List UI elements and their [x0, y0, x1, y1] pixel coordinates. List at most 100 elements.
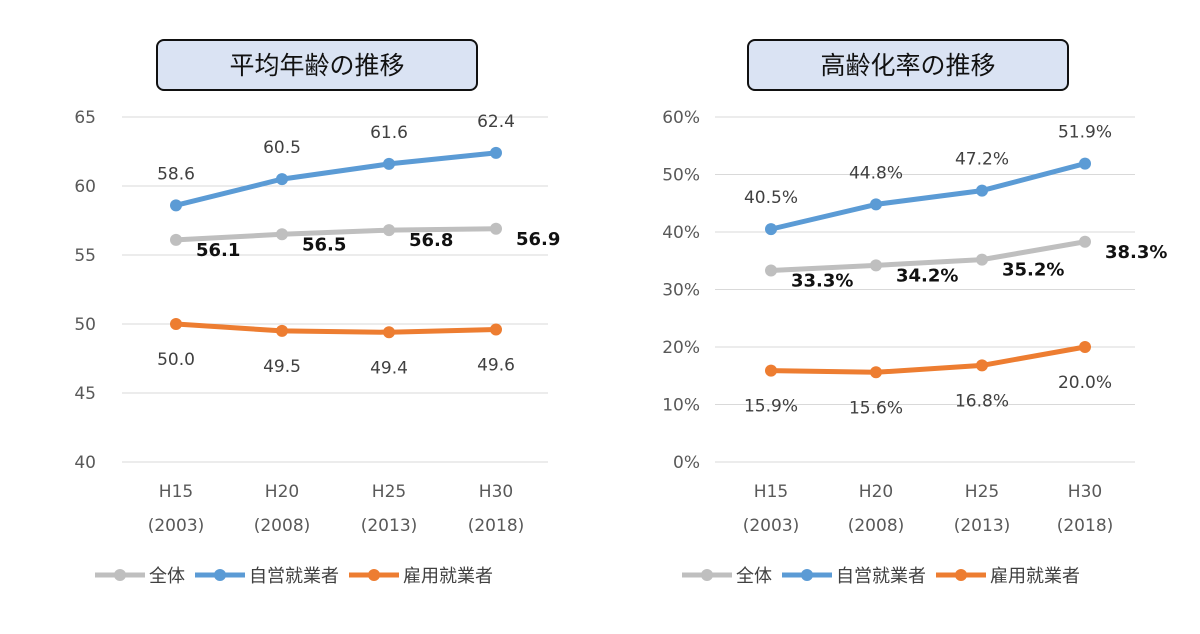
data-point [490, 222, 502, 235]
data-point [765, 264, 777, 277]
legend-marker [801, 569, 813, 581]
legend-label: 全体 [149, 566, 185, 587]
data-label: 35.2% [1002, 260, 1064, 281]
legend-marker [955, 569, 967, 581]
y-tick-label: 30% [662, 281, 700, 301]
legend: 全体 自営就業者 雇用就業者 [682, 566, 1080, 587]
data-point [383, 326, 395, 339]
data-point [170, 318, 182, 330]
data-label: 34.2% [896, 265, 958, 286]
chart-title-box: 平均年齢の推移 [156, 39, 478, 91]
data-label: 49.4 [370, 358, 408, 378]
series-2: 58.6 60.5 61.6 62.4 [157, 112, 515, 212]
data-point [976, 359, 988, 372]
data-label: 47.2% [955, 150, 1009, 170]
data-label: 15.6% [849, 398, 903, 418]
series-line [175, 150, 497, 208]
data-point [1079, 157, 1091, 170]
series-line [175, 226, 497, 243]
data-label: 50.0 [157, 350, 195, 370]
x-tick-label: H15 [754, 482, 788, 502]
data-label: 62.4 [477, 112, 515, 132]
data-label: 56.5 [302, 234, 346, 255]
legend-label: 雇用就業者 [990, 566, 1080, 587]
legend-label: 自営就業者 [836, 566, 926, 587]
data-label: 16.8% [955, 391, 1009, 411]
legend-item: 全体 [682, 566, 772, 587]
series-3: 15.9% 15.6% 16.8% 20.0% [744, 341, 1112, 418]
legend-label: 自営就業者 [249, 566, 339, 587]
y-tick-label: 40 [74, 453, 96, 473]
y-tick-label: 60 [74, 177, 96, 197]
x-tick-label: H30 [479, 482, 513, 502]
series-line [175, 321, 497, 335]
series-2: 40.5% 44.8% 47.2% 51.9% [744, 123, 1112, 236]
series-line [770, 161, 1086, 232]
y-tick-label: 0% [673, 453, 700, 473]
x-tick-sublabel: (2013) [361, 516, 418, 536]
legend-marker [701, 569, 713, 581]
chart-title: 平均年齢の推移 [229, 51, 404, 80]
data-point [490, 146, 502, 159]
y-tick-label: 55 [74, 246, 96, 266]
series-1: 56.1 56.5 56.8 56.9 [170, 222, 560, 261]
data-label: 33.3% [791, 271, 853, 292]
title-box-frame [156, 39, 478, 91]
x-tick-sublabel: (2008) [848, 516, 905, 536]
legend-marker [368, 569, 380, 581]
series-line [770, 344, 1086, 375]
data-label: 60.5 [263, 138, 301, 158]
y-tick-label: 50 [74, 315, 96, 335]
data-label: 40.5% [744, 188, 798, 208]
y-tick-label: 45 [74, 384, 96, 404]
legend-item: 自営就業者 [782, 566, 926, 587]
data-label: 51.9% [1058, 123, 1112, 143]
data-label: 38.3% [1105, 242, 1167, 263]
legend: 全体 自営就業者 雇用就業者 [95, 566, 493, 587]
y-tick-label: 60% [662, 108, 700, 128]
x-tick-label: H25 [372, 482, 406, 502]
x-tick-sublabel: (2013) [954, 516, 1011, 536]
data-point [276, 173, 288, 186]
data-label: 49.6 [477, 356, 515, 376]
x-tick-label: H25 [965, 482, 999, 502]
series-3: 50.0 49.5 49.4 49.6 [157, 318, 515, 378]
legend-label: 雇用就業者 [403, 566, 493, 587]
data-label: 58.6 [157, 164, 195, 184]
data-point [170, 199, 182, 212]
legend-item: 雇用就業者 [349, 566, 493, 587]
data-label: 56.1 [196, 240, 240, 261]
data-label: 49.5 [263, 357, 301, 377]
series-line [770, 239, 1086, 274]
x-tick-label: H20 [859, 482, 893, 502]
x-tick-sublabel: (2003) [148, 516, 205, 536]
x-tick-label: H30 [1068, 482, 1102, 502]
x-tick-sublabel: (2003) [743, 516, 800, 536]
y-tick-label: 65 [74, 108, 96, 128]
legend-marker [114, 569, 126, 581]
chart-1: 平均年齢の推移 40 45 50 55 60 65 H15 (2003) H20 (2008) H25… [74, 39, 560, 587]
data-point [1079, 341, 1091, 353]
data-point [870, 198, 882, 211]
data-point [276, 228, 288, 241]
data-label: 44.8% [849, 163, 903, 183]
legend-marker [214, 569, 226, 581]
x-tick-sublabel: (2018) [1057, 516, 1114, 536]
series-1: 33.3% 34.2% 35.2% 38.3% [765, 235, 1167, 292]
data-point [170, 233, 182, 246]
data-label: 20.0% [1058, 373, 1112, 393]
y-tick-label: 40% [662, 223, 700, 243]
legend-item: 自営就業者 [195, 566, 339, 587]
y-tick-label: 20% [662, 338, 700, 358]
data-point [383, 224, 395, 237]
data-label: 61.6 [370, 123, 408, 143]
y-tick-label: 10% [662, 396, 700, 416]
data-point [276, 324, 288, 337]
x-tick-label: H20 [265, 482, 299, 502]
data-label: 15.9% [744, 397, 798, 417]
x-tick-sublabel: (2018) [468, 516, 525, 536]
data-point [765, 223, 777, 236]
data-point [1079, 235, 1091, 248]
data-point [490, 323, 502, 336]
